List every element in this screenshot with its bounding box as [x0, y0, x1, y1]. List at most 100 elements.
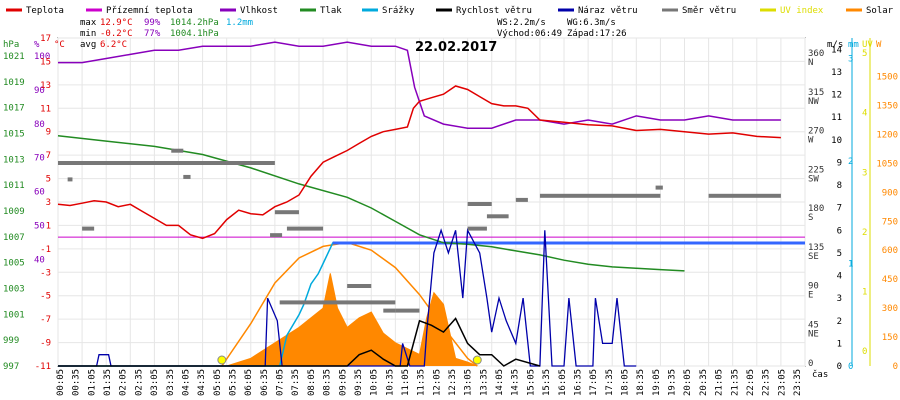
- axis-unit-hpa: hPa: [3, 40, 19, 50]
- x-tick-label: 17:05: [589, 369, 599, 396]
- axis-tick-dir-label: SE: [808, 252, 819, 262]
- axis-tick-pct: 80: [34, 120, 45, 130]
- wind-direction-mark: [347, 284, 372, 288]
- x-tick-label: 13:35: [479, 369, 489, 396]
- wind-direction-mark: [708, 193, 781, 198]
- axis-tick-temp: 1: [46, 221, 51, 231]
- wind-direction-mark: [655, 185, 663, 190]
- axis-tick-ms: 10: [831, 136, 842, 146]
- wind-direction-mark: [106, 161, 275, 165]
- axis-tick-pct: 60: [34, 188, 45, 198]
- x-tick-label: 04:05: [181, 369, 191, 396]
- x-tick-label: 04:35: [197, 369, 207, 396]
- axis-tick-dir: 225: [808, 165, 824, 175]
- legend-entry: Rychlost větru: [456, 6, 532, 16]
- rain-series: [58, 242, 637, 367]
- x-tick-label: 09:05: [338, 369, 348, 396]
- axis-tick-temp: -1: [40, 245, 51, 255]
- axis-tick-temp: 3: [46, 198, 51, 208]
- axis-tick-ms: 2: [837, 317, 842, 327]
- legend-entry: Tlak: [320, 6, 342, 16]
- axis-tick-dir: 90: [808, 282, 819, 292]
- axis-tick-mm: 3: [848, 55, 853, 65]
- stat-sunrise: Východ:06:49: [497, 29, 562, 39]
- axis-tick-ms: 7: [837, 204, 842, 214]
- x-tick-label: 14:05: [495, 369, 505, 396]
- stat-avg-temp: 6.2°C: [100, 40, 127, 50]
- axis-tick-dir-label: NE: [808, 329, 819, 339]
- solar-series: [226, 273, 478, 367]
- x-tick-label: 23:05: [777, 369, 787, 396]
- x-tick-label: 22:05: [746, 369, 756, 396]
- x-tick-label: 19:35: [668, 369, 678, 396]
- axis-tick-uv: 4: [862, 109, 867, 119]
- stat-max-temp: 12.9°C: [100, 18, 133, 28]
- legend-entry: Vlhkost: [240, 6, 278, 16]
- legend-entry: Srážky: [382, 6, 415, 16]
- legend-entry: Náraz větru: [578, 6, 638, 16]
- axis-unit-pct: %: [34, 40, 40, 50]
- x-tick-label: 11:05: [401, 369, 411, 396]
- axis-tick-temp: 17: [40, 34, 51, 44]
- stat-wg: WG:6.3m/s: [567, 18, 616, 28]
- x-tick-label: 14:35: [511, 369, 521, 396]
- wind-gust-series: [58, 228, 637, 367]
- axis-tick-temp: 7: [46, 151, 51, 161]
- axis-tick-dir: 0: [808, 359, 813, 369]
- x-tick-label: 15:05: [526, 369, 536, 396]
- axis-tick-solar: 1500: [876, 73, 898, 83]
- x-tick-label: 02:35: [134, 369, 144, 396]
- axis-tick-hpa: 997: [3, 362, 19, 372]
- x-tick-label: 11:35: [417, 369, 427, 396]
- axis-tick-hpa: 1009: [3, 207, 25, 217]
- axis-tick-solar: 900: [882, 188, 898, 198]
- axis-tick-uv: 3: [862, 168, 867, 178]
- x-tick-label: 09:35: [354, 369, 364, 396]
- axis-tick-temp: -11: [35, 362, 51, 372]
- axis-unit-uv: UV: [862, 40, 873, 50]
- axis-tick-ms: 5: [837, 249, 842, 259]
- x-tick-label: 00:35: [72, 369, 82, 396]
- x-tick-label: 05:35: [228, 369, 238, 396]
- axis-tick-hpa: 1007: [3, 233, 25, 243]
- axis-tick-uv: 1: [862, 288, 867, 298]
- wind-direction-mark: [279, 300, 396, 305]
- legend-entry: Solar: [866, 6, 894, 16]
- axis-tick-solar: 600: [882, 246, 898, 256]
- axis-unit-temp: °C: [54, 40, 65, 50]
- axis-unit-ms: m/s: [827, 40, 843, 50]
- axis-tick-ms: 9: [837, 158, 842, 168]
- axis-tick-dir: 270: [808, 127, 824, 137]
- axis-tick-uv: 5: [862, 49, 867, 59]
- axis-tick-temp: -7: [40, 315, 51, 325]
- axis-tick-dir-label: S: [808, 213, 813, 223]
- axis-tick-ms: 4: [837, 272, 842, 282]
- axis-tick-temp: -5: [40, 292, 51, 302]
- x-tick-label: 10:35: [385, 369, 395, 396]
- wind-direction-mark: [67, 177, 73, 182]
- legend-entry: UV index: [780, 6, 824, 16]
- legend-entry: Teplota: [26, 6, 64, 16]
- x-tick-label: 08:05: [307, 369, 317, 396]
- axis-tick-temp: 15: [40, 57, 51, 67]
- axis-tick-temp: 11: [40, 104, 51, 114]
- wind-direction-mark: [486, 214, 509, 219]
- wind-direction-mark: [539, 193, 661, 198]
- sunset-marker: [472, 355, 482, 365]
- stat-max-label: max: [80, 18, 97, 28]
- axis-tick-pct: 40: [34, 255, 45, 265]
- legend-entry: Přízemní teplota: [106, 6, 193, 16]
- x-tick-label: 07:35: [291, 369, 301, 396]
- axis-tick-uv: 0: [862, 347, 867, 357]
- axis-tick-hpa: 1013: [3, 155, 25, 165]
- wind-direction-mark: [274, 210, 299, 215]
- x-tick-label: 06:35: [260, 369, 270, 396]
- axis-tick-ms: 3: [837, 294, 842, 304]
- axis-tick-hpa: 1005: [3, 259, 25, 269]
- axis-tick-dir: 135: [808, 243, 824, 253]
- solar-series-area: [226, 273, 478, 366]
- stat-max-press: 1014.2hPa: [170, 18, 219, 28]
- axis-tick-hpa: 1015: [3, 130, 25, 140]
